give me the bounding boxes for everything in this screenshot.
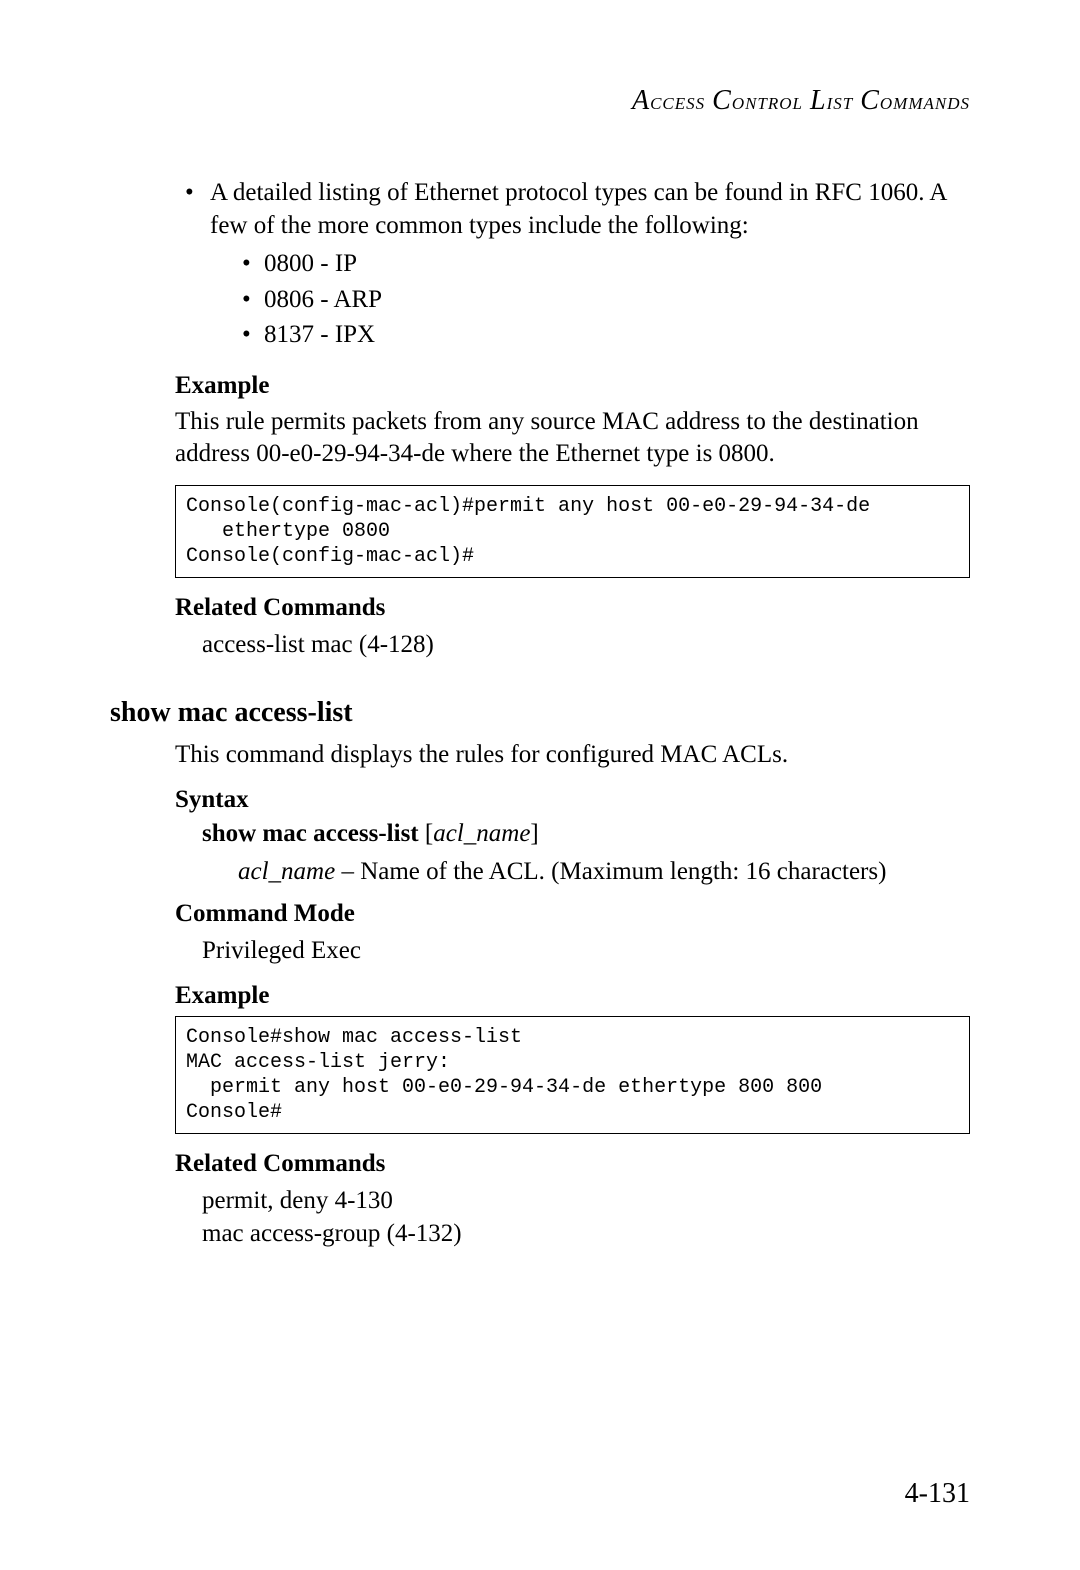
example2-heading: Example bbox=[175, 982, 970, 1010]
syntax-bracket: ] bbox=[530, 820, 538, 847]
related2-item: permit, deny 4-130 bbox=[202, 1184, 970, 1218]
syntax-command: show mac access-list bbox=[202, 820, 419, 847]
sub-item: 0800 - IP bbox=[238, 248, 970, 281]
syntax-line: show mac access-list [acl_name] bbox=[202, 820, 970, 848]
command-description: This command displays the rules for conf… bbox=[175, 739, 970, 772]
example-heading: Example bbox=[175, 372, 970, 400]
bullet-item: A detailed listing of Ethernet protocol … bbox=[175, 177, 970, 352]
sub-item: 8137 - IPX bbox=[238, 319, 970, 352]
syntax-param: acl_name bbox=[433, 820, 530, 847]
command-title: show mac access-list bbox=[110, 697, 970, 729]
document-page: Access Control List Commands A detailed … bbox=[0, 0, 1080, 1570]
syntax-heading: Syntax bbox=[175, 786, 970, 814]
bullet-intro: A detailed listing of Ethernet protocol … bbox=[210, 179, 946, 239]
syntax-bracket: [ bbox=[419, 820, 434, 847]
param-name: acl_name bbox=[238, 858, 335, 885]
related-item: access-list mac (4-128) bbox=[202, 628, 970, 662]
param-description: acl_name – Name of the ACL. (Maximum len… bbox=[238, 858, 970, 886]
related-heading: Related Commands bbox=[175, 594, 970, 622]
outer-bullet-list: A detailed listing of Ethernet protocol … bbox=[175, 177, 970, 352]
sub-bullet-list: 0800 - IP 0806 - ARP 8137 - IPX bbox=[238, 248, 970, 352]
related2-item: mac access-group (4-132) bbox=[202, 1217, 970, 1251]
example-text: This rule permits packets from any sourc… bbox=[175, 406, 970, 471]
page-number: 4-131 bbox=[905, 1478, 970, 1510]
code-block-1: Console(config-mac-acl)#permit any host … bbox=[175, 485, 970, 578]
body-block: A detailed listing of Ethernet protocol … bbox=[175, 177, 970, 352]
mode-heading: Command Mode bbox=[175, 900, 970, 928]
running-header: Access Control List Commands bbox=[110, 85, 970, 117]
sub-item: 0806 - ARP bbox=[238, 284, 970, 317]
param-text: – Name of the ACL. (Maximum length: 16 c… bbox=[335, 858, 886, 885]
code-block-2: Console#show mac access-list MAC access-… bbox=[175, 1016, 970, 1134]
mode-value: Privileged Exec bbox=[202, 934, 970, 968]
related2-heading: Related Commands bbox=[175, 1150, 970, 1178]
